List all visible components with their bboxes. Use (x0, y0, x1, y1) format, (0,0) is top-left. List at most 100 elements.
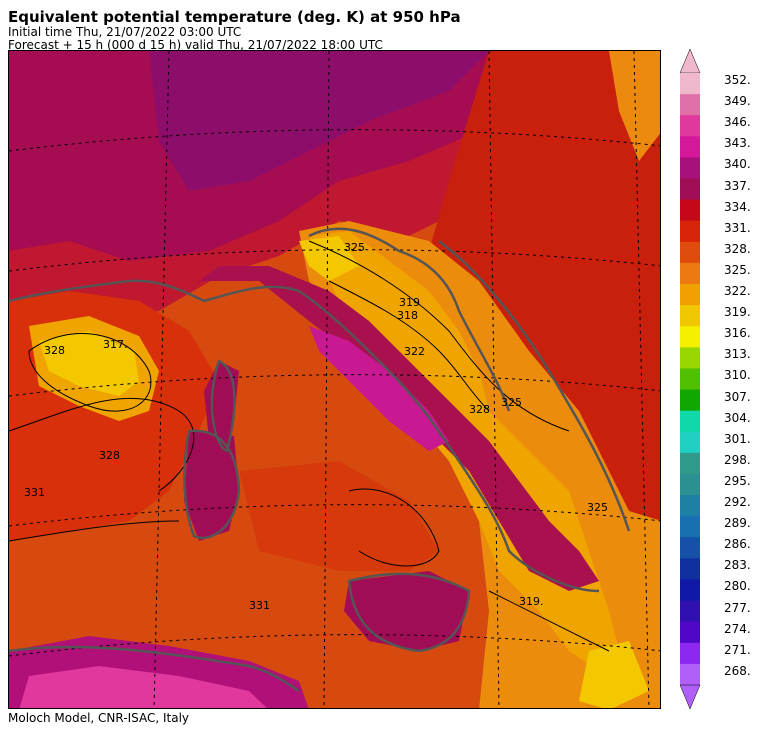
contour-label: 328 (469, 403, 490, 416)
colorbar-label: 280. (724, 579, 751, 594)
coastlines (9, 227, 631, 693)
colorbar-label: 313. (724, 347, 751, 362)
contour-label: 319. (519, 595, 544, 608)
coastline-sardinia (183, 429, 241, 540)
field-region-peninsula (199, 266, 599, 591)
colorbar-label: 304. (724, 410, 751, 425)
field-region-gulf-yellow (299, 236, 359, 281)
colorbar-band (680, 94, 700, 116)
colorbar-band (680, 136, 700, 159)
colorbar-band (680, 621, 700, 644)
colorbar-band (680, 642, 700, 665)
colorbar (679, 48, 701, 710)
colorbar-band (680, 579, 700, 602)
colorbar-band (680, 537, 700, 559)
coastline-italy-west (9, 279, 600, 593)
initial-time: Initial time Thu, 21/07/2022 03:00 UTC (8, 25, 242, 39)
colorbar-band (680, 431, 700, 454)
graticule-lon-4 (633, 51, 650, 708)
colorbar-band (680, 284, 700, 306)
colorbar-band (680, 178, 700, 201)
colorbar-band (680, 73, 700, 95)
graticule-lat-1 (9, 129, 660, 152)
colorbar-band (680, 199, 700, 222)
contour-317 (28, 333, 152, 412)
header: Equivalent potential temperature (deg. K… (8, 0, 461, 52)
coastline-sicily (347, 572, 471, 653)
colorbar-label: 283. (724, 558, 751, 573)
map-title: Equivalent potential temperature (deg. K… (8, 8, 461, 26)
colorbar-band (680, 157, 700, 180)
field-region-africa-pink (19, 666, 267, 708)
colorbar-label: 334. (724, 199, 751, 214)
field-region-south-red (239, 461, 439, 571)
colorbar-band (680, 473, 700, 496)
contour-label: 322 (404, 345, 425, 358)
field-region-sardinia (184, 431, 239, 541)
colorbar-label: 274. (724, 621, 751, 636)
forecast-map: 317. 328 325 319 318 322 328 331 325 319… (8, 50, 661, 709)
colorbar-label: 337. (724, 178, 751, 193)
graticule-lon-1 (153, 51, 170, 708)
contour-331-west (9, 520, 180, 542)
field-region-se-yellow (579, 641, 649, 708)
colorbar-band (680, 241, 700, 264)
colorbar-label: 349. (724, 94, 751, 109)
graticule (9, 51, 660, 708)
field-region-lion-yellow (39, 331, 139, 396)
colorbar-label: 298. (724, 452, 751, 467)
colorbar-label: 277. (724, 600, 751, 615)
field-region-ne-orange (609, 51, 660, 161)
map-canvas: 317. 328 325 319 318 322 328 331 325 319… (9, 51, 660, 708)
colorbar-label: 295. (724, 473, 751, 488)
contour-label: 325 (501, 396, 522, 409)
forecast-valid-time: Forecast + 15 h (000 d 15 h) valid Thu, … (8, 38, 383, 52)
contour-label: 325 (587, 501, 608, 514)
colorbar-label: 286. (724, 537, 751, 552)
colorbar-label: 292. (724, 495, 751, 510)
contour-label: 317. (103, 338, 128, 351)
contour-328-south (348, 488, 440, 567)
colorbar-band (680, 347, 700, 370)
colorbar-band (680, 495, 700, 517)
colorbar-label: 340. (724, 157, 751, 172)
contour-label: 318 (397, 309, 418, 322)
colorbar-label: 328. (724, 241, 751, 256)
colorbar-top-arrow (679, 48, 701, 74)
colorbar-band (680, 452, 700, 475)
colorbar-band (680, 115, 700, 137)
colorbar-label: 310. (724, 368, 751, 383)
colorbar-band (680, 663, 700, 686)
colorbar-band (680, 558, 700, 581)
model-credit: Moloch Model, CNR-ISAC, Italy (8, 711, 190, 725)
contour-label: 328 (44, 344, 65, 357)
graticule-lat-4 (9, 504, 660, 527)
field-region-northeast-red (429, 51, 660, 531)
contour-319-adriatic (328, 280, 490, 412)
colorbar-label: 301. (724, 431, 751, 446)
colorbar-bands (680, 73, 700, 686)
colorbar-label: 271. (724, 642, 751, 657)
graticule-lat-5 (9, 634, 660, 657)
colorbar-band (680, 220, 700, 243)
colorbar-band (680, 410, 700, 433)
colorbar-label: 268. (724, 663, 751, 678)
colorbar-band (680, 600, 700, 623)
contour-labels: 317. 328 325 319 318 322 328 331 325 319… (24, 241, 608, 612)
colorbar-label: 352. (724, 73, 751, 87)
graticule-lat-2 (9, 249, 660, 272)
graticule-lon-2 (323, 51, 330, 708)
colorbar-band (680, 516, 700, 538)
coastline-corsica (210, 359, 236, 453)
field-region-north-purple (149, 51, 489, 191)
coastline-africa (9, 645, 300, 693)
colorbar-band (680, 262, 700, 285)
contour-label: 328 (99, 449, 120, 462)
colorbar-label: 307. (724, 389, 751, 404)
coastline-italy-north-adriatic (308, 227, 511, 412)
colorbar-bottom-arrow (679, 684, 701, 710)
colorbar-band (680, 389, 700, 412)
contour-label: 331 (24, 486, 45, 499)
contour-325-adriatic (308, 240, 570, 432)
contour-319-ionian (488, 590, 610, 652)
